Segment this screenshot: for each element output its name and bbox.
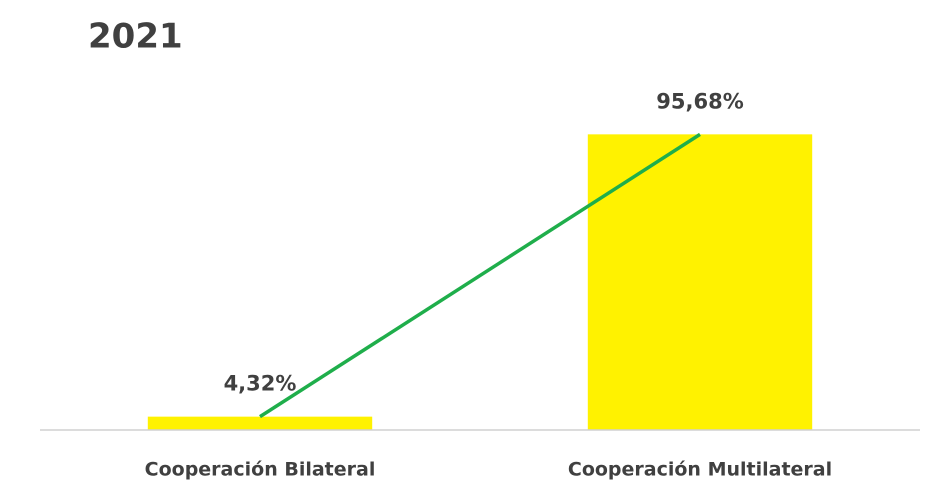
data-label: 4,32% — [224, 372, 297, 396]
x-tick-label: Cooperación Multilateral — [568, 459, 832, 481]
trend-line — [259, 132, 701, 419]
chart-title: 2021 — [88, 17, 183, 57]
bar — [147, 416, 373, 430]
data-label: 95,68% — [656, 89, 743, 113]
bar — [587, 134, 813, 430]
x-tick-label: Cooperación Bilateral — [145, 459, 376, 481]
